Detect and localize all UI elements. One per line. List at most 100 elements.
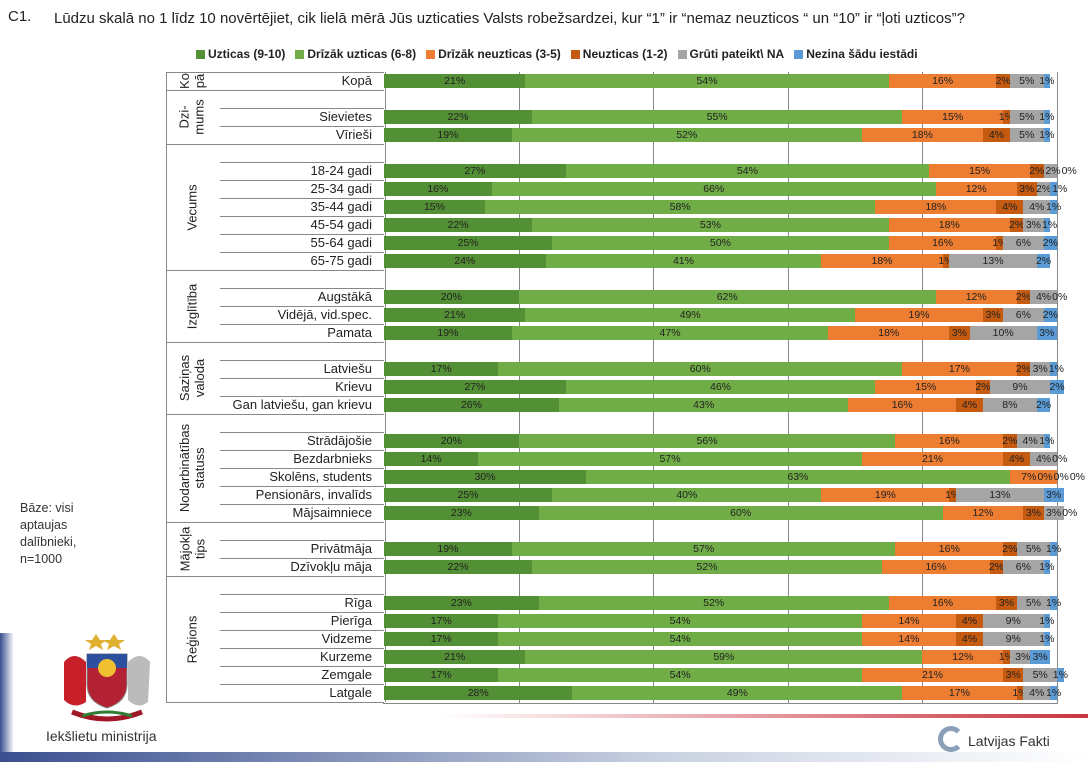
bar-segment-5: [1003, 560, 1044, 574]
group-label-text: Ko pā: [177, 73, 207, 89]
group-label-text: Izglītība: [184, 283, 200, 329]
row-label: Latviešu: [323, 361, 372, 376]
bar-segment-4: [1003, 434, 1017, 448]
row-label: Skolēns, students: [269, 469, 372, 484]
group-label: Saziņas valoda: [166, 342, 218, 414]
x-axis-line: [383, 703, 1058, 704]
bar-segment-5: [982, 632, 1044, 646]
row-separator: [220, 288, 384, 289]
row-separator: [220, 180, 384, 181]
bar-data-label: 3%: [1032, 651, 1048, 663]
bar-data-label: 15%: [969, 165, 991, 177]
bar-segment-4: [996, 596, 1017, 610]
bar-segment-1: [384, 560, 533, 574]
bar-data-label: 3%: [1015, 651, 1031, 663]
bar-segment-4: [956, 614, 983, 628]
bar-segment-5: [1036, 182, 1051, 196]
bar-segment-3: [821, 488, 950, 502]
row-label: Kurzeme: [319, 649, 372, 664]
bar-data-label: 30%: [474, 471, 496, 483]
bar-data-label: 4%: [1029, 201, 1045, 213]
bar-segment-2: [518, 290, 936, 304]
bar-segment-3: [888, 236, 997, 250]
bar-segment-4: [1030, 164, 1044, 178]
bar-data-label: 2%: [1045, 165, 1061, 177]
bar-data-label: 6%: [1015, 237, 1031, 249]
bar-data-label: 2%: [1049, 381, 1065, 393]
bar-segment-6: [1057, 668, 1064, 682]
bar-segment-6: [1043, 632, 1051, 646]
bar-segment-2: [532, 110, 903, 124]
bar-data-label: 66%: [703, 183, 725, 195]
legend-swatch: [295, 49, 305, 59]
bar-segment-6: [1050, 380, 1064, 394]
row-separator: [220, 324, 384, 325]
row-label: Rīga: [344, 595, 372, 610]
bar-segment-1: [384, 668, 499, 682]
bar-data-label: 19%: [437, 129, 459, 141]
bar-data-label: 20%: [440, 291, 462, 303]
bar-segment-1: [384, 614, 499, 628]
bar-data-label: 2%: [995, 75, 1011, 87]
bar-data-label: 21%: [444, 75, 466, 87]
bar-data-label: 3%: [1019, 183, 1035, 195]
bar-segment-5: [1016, 542, 1051, 556]
bar-segment-6: [1050, 200, 1057, 214]
row-label: Vidējā, vid.spec.: [277, 307, 372, 322]
company-name: Latvijas Fakti: [968, 733, 1050, 749]
row-label: Pamata: [327, 325, 372, 340]
group-separator: [166, 522, 384, 523]
bar-segment-5: [1003, 308, 1044, 322]
bar-data-label: 57%: [693, 543, 715, 555]
bar-data-label: 15%: [942, 111, 964, 123]
row-label: Dzīvokļu māja: [290, 559, 372, 574]
bar-segment-5: [956, 488, 1044, 502]
bar-data-label: 12%: [952, 651, 974, 663]
bar-segment-4: [996, 74, 1010, 88]
row-label: Kopā: [341, 73, 372, 88]
bar-segment-1: [384, 218, 533, 232]
bar-data-label: 1%: [1048, 363, 1064, 375]
bar-data-label: 4%: [1009, 453, 1025, 465]
bar-segment-2: [498, 362, 903, 376]
bar-data-label: 57%: [659, 453, 681, 465]
bar-data-label: 0%: [1037, 471, 1053, 483]
bar-data-label: 1%: [1052, 183, 1068, 195]
bar-segment-1: [384, 182, 492, 196]
group-label: Mājokļa tips: [166, 522, 218, 576]
bar-data-label: 18%: [938, 219, 960, 231]
bar-data-label: 14%: [420, 453, 442, 465]
bar-segment-4: [989, 560, 1004, 574]
bar-data-label: 62%: [716, 291, 738, 303]
bar-data-label: 9%: [1005, 633, 1021, 645]
bar-segment-4: [1016, 686, 1024, 700]
bar-data-label: 2%: [1042, 237, 1058, 249]
row-label: Mājsaimniece: [292, 505, 372, 520]
bar-data-label: 1%: [1039, 75, 1055, 87]
bar-segment-2: [511, 128, 862, 142]
bar-data-label: 16%: [427, 183, 449, 195]
bar-data-label: 2%: [1002, 435, 1018, 447]
bar-segment-4: [1003, 542, 1017, 556]
legend-label: Nezina šādu iestādi: [806, 47, 918, 61]
bar-data-label: 16%: [932, 597, 954, 609]
bar-data-label: 5%: [1019, 129, 1035, 141]
bar-segment-5: [1009, 128, 1044, 142]
bar-data-label: 53%: [699, 219, 721, 231]
bar-data-label: 4%: [1035, 291, 1052, 303]
bar-segment-1: [384, 308, 526, 322]
bar-segment-1: [384, 110, 533, 124]
bar-data-label: 63%: [787, 471, 809, 483]
group-label: Vecums: [166, 144, 218, 270]
bar-data-label: 19%: [908, 309, 930, 321]
row-label: Vidzeme: [321, 631, 372, 646]
bar-segment-2: [545, 254, 822, 268]
bar-data-label: 9%: [1012, 381, 1028, 393]
bar-data-label: 20%: [440, 435, 462, 447]
bar-segment-1: [384, 236, 553, 250]
bar-segment-2: [552, 236, 889, 250]
bar-segment-1: [384, 470, 586, 484]
bar-data-label: 54%: [736, 165, 758, 177]
row-label: Pensionārs, invalīds: [255, 487, 372, 502]
